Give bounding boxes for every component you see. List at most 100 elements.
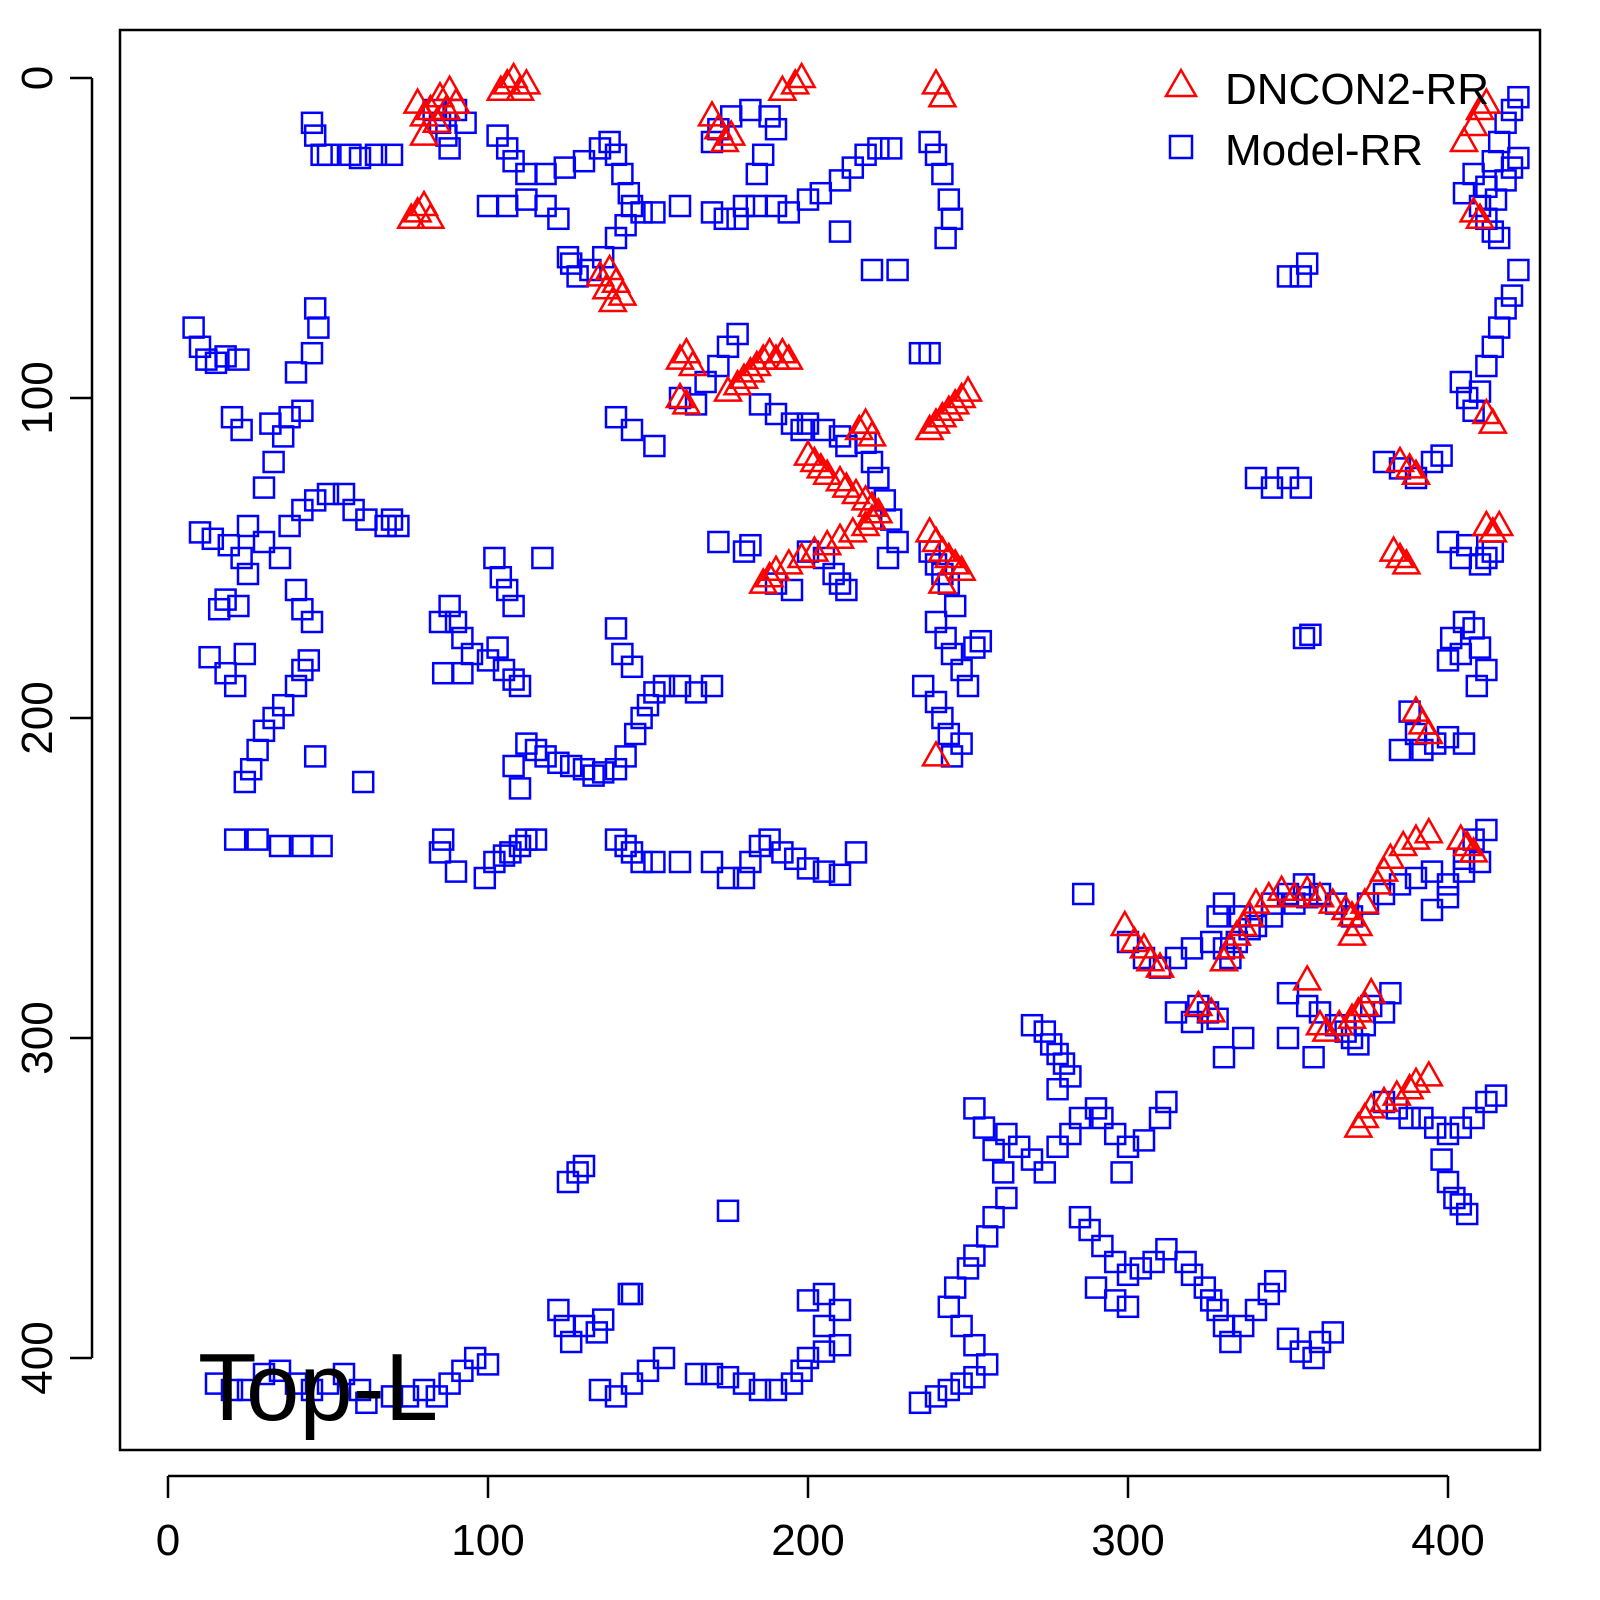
model-rr-point xyxy=(566,265,589,288)
x-tick-label: 200 xyxy=(771,1516,844,1565)
model-rr-point xyxy=(508,674,532,698)
series-dncon2-rr xyxy=(396,61,1515,1138)
y-tick-label: 200 xyxy=(13,681,62,754)
dncon2-rr-point xyxy=(728,362,760,390)
model-rr-point xyxy=(559,1330,583,1354)
model-rr-point xyxy=(188,521,212,544)
model-rr-point xyxy=(547,207,570,231)
dncon2-rr-point xyxy=(850,509,881,537)
model-rr-point xyxy=(332,1362,356,1386)
model-rr-point xyxy=(652,674,676,698)
model-rr-point xyxy=(1436,649,1460,672)
model-rr-point xyxy=(764,117,788,141)
model-rr-point xyxy=(476,1353,500,1376)
model-rr-point xyxy=(931,162,954,186)
dncon2-rr-point xyxy=(1349,887,1380,914)
model-rr-point xyxy=(508,834,532,858)
model-rr-point xyxy=(1359,994,1383,1018)
dncon2-rr-point xyxy=(1240,887,1272,914)
model-rr-point xyxy=(758,105,781,128)
x-tick-label: 0 xyxy=(156,1516,180,1565)
model-rr-point xyxy=(963,1333,986,1357)
model-rr-point xyxy=(1302,1045,1325,1069)
dncon2-rr-point xyxy=(1266,874,1297,902)
model-rr-point xyxy=(604,617,628,640)
dncon2-rr-point xyxy=(1464,93,1496,121)
dncon2-rr-point xyxy=(933,394,964,422)
model-rr-point xyxy=(1420,898,1444,922)
model-rr-point xyxy=(284,361,308,384)
model-rr-point xyxy=(412,1378,436,1402)
model-rr-point xyxy=(355,1391,378,1415)
model-rr-point xyxy=(591,761,615,784)
model-rr-point xyxy=(841,156,865,179)
model-rr-point xyxy=(1430,444,1453,467)
dncon2-rr-point xyxy=(767,336,798,364)
model-rr-point xyxy=(380,508,404,531)
model-rr-point xyxy=(1116,1135,1140,1159)
model-rr-point xyxy=(534,745,557,768)
model-rr-point xyxy=(303,489,327,512)
model-rr-point xyxy=(643,201,666,224)
dncon2-rr-point xyxy=(812,458,843,486)
model-rr-point xyxy=(940,207,964,231)
model-rr-point xyxy=(1462,1106,1485,1130)
dncon2-rr-point xyxy=(600,266,632,294)
dncon2-rr-point xyxy=(754,560,785,588)
model-rr-point xyxy=(956,1257,980,1280)
model-rr-point xyxy=(1295,994,1319,1018)
model-rr-point xyxy=(508,777,532,800)
model-rr-point xyxy=(1078,1218,1101,1242)
model-rr-point xyxy=(1020,1013,1044,1037)
model-rr-point xyxy=(236,1378,260,1402)
model-rr-point xyxy=(796,1346,820,1370)
model-rr-point xyxy=(713,207,737,231)
model-rr-point xyxy=(1308,1001,1332,1024)
dncon2-rr-point xyxy=(1279,880,1310,908)
model-rr-point xyxy=(614,745,637,768)
x-tick-label: 400 xyxy=(1411,1516,1484,1565)
model-rr-point xyxy=(1071,882,1095,906)
model-rr-point xyxy=(620,418,644,442)
model-rr-point xyxy=(348,1378,372,1402)
model-rr-point xyxy=(1430,1148,1453,1171)
model-rr-point xyxy=(291,399,314,423)
model-rr-point xyxy=(515,188,538,211)
model-rr-point xyxy=(828,169,852,192)
legend-marker-dncon2-rr xyxy=(1163,67,1199,98)
model-rr-point xyxy=(796,857,820,880)
model-rr-point xyxy=(828,220,852,243)
model-rr-point xyxy=(502,668,525,691)
model-rr-point xyxy=(1452,732,1476,755)
model-rr-point xyxy=(643,434,666,458)
model-rr-point xyxy=(732,194,756,218)
dncon2-rr-point xyxy=(421,106,452,134)
model-rr-point xyxy=(611,162,634,186)
model-rr-point xyxy=(438,1372,461,1395)
model-rr-point xyxy=(1481,149,1505,173)
model-rr-point xyxy=(284,674,308,698)
dncon2-rr-point xyxy=(927,567,958,594)
model-rr-point xyxy=(1475,354,1498,378)
model-rr-point xyxy=(1276,265,1300,288)
model-rr-point xyxy=(1046,1077,1069,1101)
model-rr-point xyxy=(1507,258,1530,282)
model-rr-point xyxy=(1436,873,1460,896)
dncon2-rr-point xyxy=(1400,1066,1432,1094)
model-rr-point xyxy=(1481,540,1505,563)
model-rr-point xyxy=(620,1372,644,1395)
y-tick-label: 400 xyxy=(13,1321,62,1394)
model-rr-point xyxy=(924,143,948,167)
model-rr-point xyxy=(559,754,583,778)
model-rr-point xyxy=(473,866,497,890)
model-rr-point xyxy=(726,207,749,231)
model-rr-point xyxy=(230,546,253,570)
model-rr-point xyxy=(1155,1237,1178,1261)
dncon2-rr-point xyxy=(927,400,958,428)
model-rr-point xyxy=(1142,1250,1165,1274)
model-rr-point xyxy=(223,674,247,698)
model-rr-point xyxy=(451,661,474,685)
model-rr-point xyxy=(431,828,455,851)
model-rr-point xyxy=(630,706,653,730)
dncon2-rr-point xyxy=(1109,909,1140,937)
